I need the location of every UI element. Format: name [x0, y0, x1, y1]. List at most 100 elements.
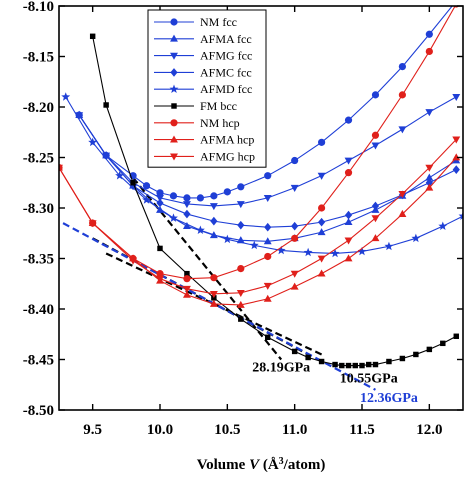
x-tick-label: 11.0	[282, 422, 307, 438]
legend-label: AFMC fcc	[200, 65, 252, 79]
legend-item: AFMG hcp	[154, 149, 255, 163]
y-tick-label: -8.35	[23, 252, 54, 268]
legend-label: AFMD fcc	[200, 82, 252, 96]
data-point	[129, 257, 138, 265]
data-point	[265, 334, 271, 340]
data-point	[183, 275, 191, 283]
data-point	[156, 198, 164, 208]
data-point	[142, 195, 151, 204]
legend-item: NM hcp	[154, 116, 240, 130]
data-point	[318, 138, 326, 146]
annotations: 28.19GPa 10.55GPa 12.36GPa	[252, 361, 418, 406]
data-point	[291, 234, 299, 242]
data-point	[263, 294, 272, 302]
legend-label: FM bcc	[200, 99, 237, 113]
data-point	[182, 290, 191, 298]
series-afma-hcp	[59, 153, 461, 308]
data-point	[236, 201, 245, 209]
y-tick-label: -8.30	[23, 201, 54, 217]
data-point	[237, 220, 245, 230]
data-point	[357, 246, 367, 256]
data-point	[399, 355, 406, 362]
data-point	[291, 221, 299, 231]
data-point	[318, 358, 325, 365]
data-point	[183, 194, 191, 202]
data-point	[344, 218, 353, 226]
data-point	[453, 0, 460, 5]
data-point	[59, 164, 63, 172]
legend-box	[147, 9, 267, 168]
data-point	[452, 136, 461, 144]
legend-label: NM fcc	[200, 15, 237, 29]
data-point	[372, 361, 379, 368]
data-point	[182, 201, 191, 209]
data-point	[344, 254, 353, 262]
legend: NM fcc AFMA fcc AFMG fcc AFMC fcc AFMD fcc FM…	[147, 9, 267, 168]
data-point	[170, 153, 178, 161]
data-point	[169, 213, 178, 222]
data-point	[249, 240, 259, 250]
data-point	[237, 183, 245, 191]
data-point	[398, 190, 407, 198]
data-point	[344, 237, 353, 245]
data-point	[209, 299, 218, 307]
series-layer	[59, 0, 463, 369]
data-point	[352, 362, 358, 369]
series-line	[65, 96, 463, 255]
data-point	[398, 91, 406, 99]
data-point	[264, 222, 272, 232]
x-axis-title: Volume V (Å3/atom)	[197, 456, 326, 474]
data-point	[366, 361, 372, 368]
data-point	[263, 282, 272, 290]
data-point	[425, 47, 433, 56]
data-point	[210, 216, 218, 226]
x-title-part-1: Volume	[197, 457, 249, 473]
series-line	[78, 114, 457, 228]
data-point	[344, 210, 353, 220]
data-point	[264, 252, 272, 261]
data-point	[88, 137, 98, 147]
legend-item: AFMA hcp	[154, 133, 254, 147]
data-point	[371, 131, 380, 139]
data-point	[195, 225, 205, 235]
data-point	[458, 211, 463, 220]
legend-item: AFMA fcc	[154, 32, 252, 46]
data-point	[142, 182, 151, 190]
data-point	[290, 282, 299, 290]
data-point	[276, 245, 286, 255]
data-point	[344, 116, 353, 124]
data-point	[332, 361, 338, 368]
data-point	[209, 290, 218, 298]
legend-item: AFMD fcc	[154, 82, 252, 96]
data-point	[222, 234, 232, 244]
y-tick-label: -8.25	[23, 151, 54, 167]
data-point	[88, 220, 97, 228]
data-point	[317, 269, 326, 277]
x-title-part-2: (Å	[259, 457, 279, 473]
data-point	[440, 340, 446, 347]
data-point	[398, 209, 407, 217]
data-point	[61, 92, 71, 101]
data-point	[170, 18, 178, 26]
data-point	[330, 248, 340, 258]
data-point	[317, 172, 326, 180]
x-tick-label: 10.5	[214, 422, 240, 438]
data-point	[317, 255, 326, 263]
series-nm-fcc	[75, 0, 460, 202]
y-tick-label: -8.50	[23, 403, 54, 419]
data-point	[425, 183, 434, 191]
data-point	[237, 265, 245, 273]
data-point	[291, 348, 298, 355]
data-point	[102, 151, 110, 160]
x-tick-label: 10.0	[147, 422, 173, 438]
data-point	[182, 222, 191, 230]
data-point	[156, 195, 164, 203]
data-point	[236, 289, 245, 297]
data-point	[384, 241, 394, 251]
data-point	[209, 203, 218, 211]
data-point	[371, 142, 380, 150]
data-point	[411, 233, 421, 243]
data-point	[359, 362, 365, 369]
data-point	[452, 153, 461, 161]
